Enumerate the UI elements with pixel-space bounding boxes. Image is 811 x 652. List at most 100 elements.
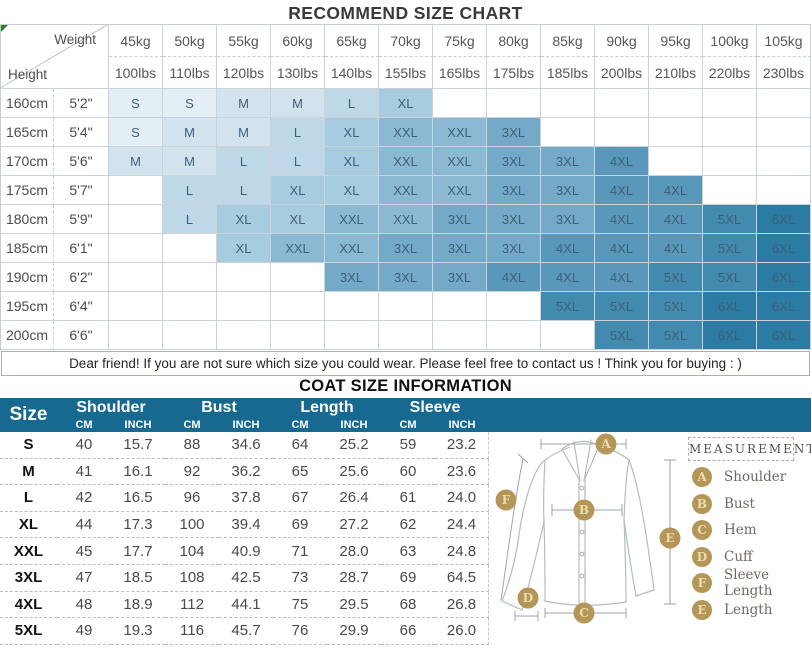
coat-value-cell: 36.2 [219, 459, 273, 486]
height-cm-cell: 195cm [1, 292, 54, 321]
size-cell-l: L [271, 118, 325, 147]
page-title: RECOMMEND SIZE CHART [288, 3, 523, 23]
marker-d [517, 587, 539, 609]
size-cell-empty [757, 176, 811, 205]
coat-value-cell: 47 [57, 565, 111, 592]
size-cell-3xl: 3XL [433, 263, 487, 292]
size-cell-3xl: 3XL [541, 147, 595, 176]
corner-cell: Weight Height [1, 25, 109, 89]
size-cell-3xl: 3XL [487, 176, 541, 205]
size-cell-xl: XL [325, 176, 379, 205]
coat-size-label: XXL [0, 538, 57, 565]
height-cm-cell: 170cm [1, 147, 54, 176]
size-cell-empty [109, 176, 163, 205]
size-cell-6xl: 6XL [703, 292, 757, 321]
coat-value-cell: 60 [381, 459, 435, 486]
size-cell-3xl: 3XL [433, 205, 487, 234]
coat-value-cell: 28.0 [327, 538, 381, 565]
coat-value-cell: 62 [381, 512, 435, 539]
marker-c [573, 602, 595, 624]
size-chart-row: 165cm 5'4" S M M L XL XXL XXL 3XL [1, 118, 811, 147]
coat-value-cell: 49 [57, 618, 111, 645]
size-cell-3xl: 3XL [379, 234, 433, 263]
coat-value-cell: 16.5 [111, 485, 165, 512]
coat-value-cell: 19.3 [111, 618, 165, 645]
size-cell-m: M [217, 89, 271, 118]
shirt-outline [501, 439, 655, 611]
height-ft-cell: 6'6" [54, 321, 109, 350]
coat-value-cell: 17.7 [111, 538, 165, 565]
legend-item-length: E Length [692, 597, 811, 624]
legend-dot-c: C [692, 520, 712, 541]
coat-value-cell: 64.5 [435, 564, 489, 592]
coat-section-title: COAT SIZE INFORMATION [299, 377, 512, 395]
legend-item-cuff: D Cuff [692, 544, 811, 571]
size-cell-s: S [109, 89, 163, 118]
coat-value-cell: 68 [381, 592, 435, 619]
size-cell-empty [217, 263, 271, 292]
height-cm-cell: 200cm [1, 321, 54, 350]
height-cm-cell: 190cm [1, 263, 54, 292]
size-cell-6xl: 6XL [757, 292, 811, 321]
height-cm-cell: 175cm [1, 176, 54, 205]
size-chart-row: 180cm 5'9" L XL XL XXL XXL 3XL 3XL 3XL 4XL 4XL 5XL 6X… [1, 205, 811, 234]
legend-label: Length [724, 601, 773, 618]
size-cell-xxl: XXL [325, 205, 379, 234]
coat-subheader-cm: CM [381, 417, 435, 432]
weight-lbs-header: 110lbs [163, 57, 217, 89]
size-cell-5xl: 5XL [649, 263, 703, 292]
size-cell-empty [433, 89, 487, 118]
size-cell-5xl: 5XL [703, 234, 757, 263]
coat-size-label: 5XL [0, 618, 57, 645]
corner-marker-icon [1, 25, 8, 32]
size-cell-empty [379, 321, 433, 350]
coat-group-header-length: Length [273, 398, 381, 417]
size-cell-3xl: 3XL [487, 147, 541, 176]
coat-value-cell: 41 [57, 459, 111, 486]
size-cell-empty [163, 292, 217, 321]
height-ft-cell: 6'1" [54, 234, 109, 263]
size-cell-empty [703, 118, 757, 147]
weight-lbs-header: 210lbs [649, 57, 703, 89]
coat-value-cell: 18.5 [111, 565, 165, 592]
coat-value-cell: 45.7 [219, 618, 273, 645]
height-ft-cell: 6'2" [54, 263, 109, 292]
coat-value-cell: 45 [57, 538, 111, 565]
size-cell-4xl: 4XL [595, 205, 649, 234]
size-cell-5xl: 5XL [595, 292, 649, 321]
weight-kg-header: 95kg [649, 25, 703, 57]
size-cell-xl: XL [271, 176, 325, 205]
coat-subheader-cm: CM [273, 417, 327, 432]
size-cell-empty [379, 292, 433, 321]
size-chart-row: 185cm 6'1" XL XXL XXL 3XL 3XL 3XL 4XL 4XL 4XL 5XL 6X… [1, 234, 811, 263]
size-cell-xxl: XXL [379, 205, 433, 234]
coat-value-cell: 108 [165, 565, 219, 592]
legend-label: Cuff [724, 548, 753, 565]
size-chart-row: 160cm 5'2" S S M M L XL [1, 89, 811, 118]
coat-table-row: XL 44 17.3 100 39.4 69 27.2 62 24.4 [0, 511, 489, 539]
coat-value-cell: 66 [381, 618, 435, 645]
size-cell-xxl: XXL [271, 234, 325, 263]
size-cell-4xl: 4XL [649, 234, 703, 263]
coat-value-cell: 67 [273, 485, 327, 512]
size-cell-4xl: 4XL [595, 263, 649, 292]
size-cell-4xl: 4XL [541, 263, 595, 292]
coat-value-cell: 44.1 [219, 592, 273, 619]
weight-kg-header: 85kg [541, 25, 595, 57]
size-chart-row: 200cm 6'6" 5XL 5XL 6XL 6XL [1, 321, 811, 350]
height-cm-cell: 185cm [1, 234, 54, 263]
size-cell-5xl: 5XL [649, 321, 703, 350]
size-cell-5xl: 5XL [703, 263, 757, 292]
size-cell-xl: XL [217, 205, 271, 234]
size-cell-3xl: 3XL [487, 205, 541, 234]
size-cell-xxl: XXL [433, 147, 487, 176]
legend-label: Shoulder [724, 469, 787, 486]
size-cell-5xl: 5XL [649, 292, 703, 321]
height-ft-cell: 5'9" [54, 205, 109, 234]
height-cm-cell: 180cm [1, 205, 54, 234]
size-cell-xxl: XXL [433, 118, 487, 147]
size-cell-empty [595, 118, 649, 147]
size-cell-empty [109, 292, 163, 321]
coat-value-cell: 39.4 [219, 512, 273, 539]
